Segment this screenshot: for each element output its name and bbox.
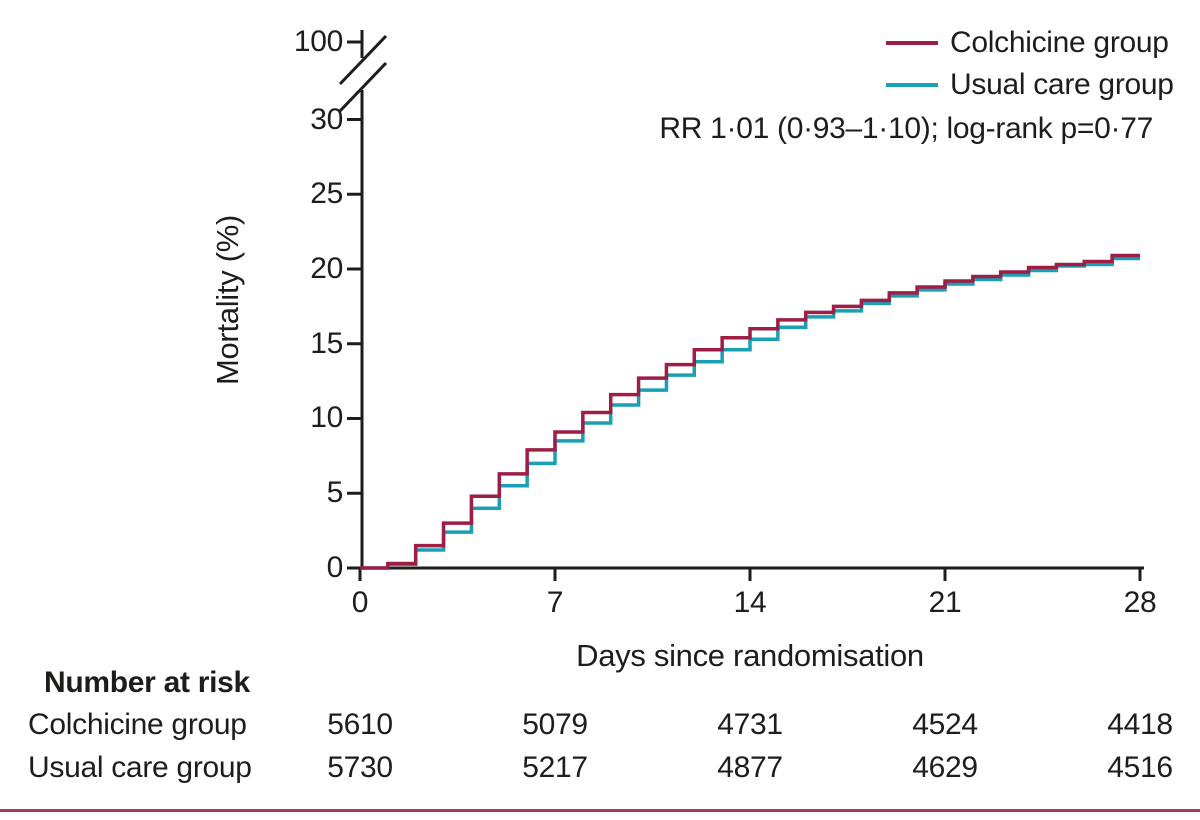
risk-value: 4524 (912, 708, 978, 741)
risk-value: 4516 (1107, 751, 1173, 784)
axis-ticks (347, 118, 1142, 581)
y-tick-label-5: 5 (326, 476, 344, 509)
y-tick-label-0: 0 (326, 551, 344, 584)
risk-table-header: Number at risk (44, 666, 250, 699)
y-tick-label-30: 30 (310, 103, 343, 136)
x-axis-title: Days since randomisation (576, 638, 924, 673)
x-tick-label-28: 28 (1123, 586, 1157, 619)
y-axis (338, 30, 388, 570)
risk-row-label-colchicine: Colchicine group (28, 708, 247, 741)
rr-annotation: RR 1·01 (0·93–1·10); log-rank p=0·77 (659, 112, 1153, 145)
risk-value: 4629 (912, 751, 978, 784)
risk-value: 5217 (522, 751, 588, 784)
y-tick-label-20: 20 (310, 252, 343, 285)
risk-value: 5079 (522, 708, 588, 741)
y-axis-title: Mortality (%) (210, 214, 245, 386)
legend-label-usual-care: Usual care group (950, 68, 1174, 101)
y-tick-label-100: 100 (293, 25, 343, 58)
y-tick-label-10: 10 (310, 401, 343, 434)
risk-row-label-usual-care: Usual care group (28, 751, 252, 784)
risk-value: 5730 (327, 751, 393, 784)
axis-break-slash (338, 34, 388, 86)
axis-break-slash (338, 61, 388, 113)
x-tick-label-0: 0 (351, 586, 369, 619)
x-tick-label-14: 14 (733, 586, 767, 619)
legend-label-colchicine: Colchicine group (950, 26, 1169, 59)
risk-value: 4418 (1107, 708, 1173, 741)
risk-value: 5610 (327, 708, 393, 741)
survival-curves (360, 253, 1140, 570)
x-tick-label-21: 21 (928, 586, 962, 619)
risk-value: 4731 (717, 708, 783, 741)
y-tick-label-25: 25 (310, 177, 343, 210)
risk-value: 4877 (717, 751, 783, 784)
km-chart-svg (338, 30, 1144, 581)
figure-bottom-rule (0, 809, 1200, 812)
legend-swatches (886, 41, 938, 87)
x-tick-label-7: 7 (546, 586, 564, 619)
y-tick-label-15: 15 (310, 327, 343, 360)
